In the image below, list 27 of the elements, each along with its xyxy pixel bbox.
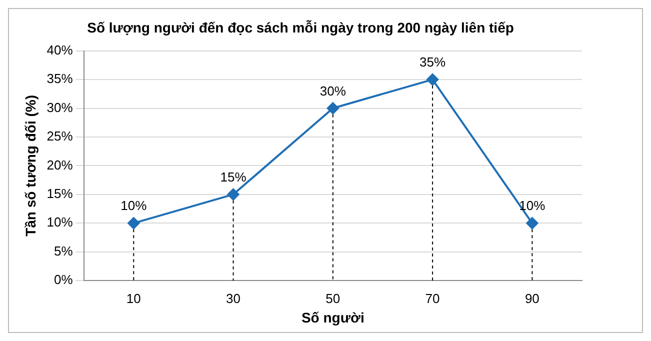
- y-tick-label: 30%: [46, 100, 74, 115]
- x-tick-label: 10: [126, 290, 141, 306]
- data-label: 15%: [220, 170, 247, 185]
- x-tick-label: 50: [326, 290, 340, 306]
- x-axis-title: Số người: [301, 309, 364, 326]
- y-tick-label: 25%: [46, 128, 74, 144]
- y-tick-label: 15%: [46, 186, 74, 202]
- data-label: 35%: [420, 54, 446, 70]
- y-tick-label: 35%: [46, 71, 74, 86]
- x-tick-label: 30: [226, 290, 241, 306]
- point: [128, 217, 140, 230]
- point: [326, 102, 339, 114]
- point: [426, 74, 439, 86]
- y-axis-title: Tần số tương đối (%): [22, 94, 38, 236]
- y-tick-label: 40%: [46, 42, 74, 58]
- x-tick-label: 70: [425, 290, 440, 306]
- x-tick-label: 90: [524, 290, 540, 306]
- data-label: 30%: [320, 83, 346, 98]
- chart-title: Số lượng người đến đọc sách mỗi ngày trong 200 ngày liên tiếp: [87, 19, 514, 36]
- data-label: 10%: [519, 198, 546, 214]
- point: [526, 217, 538, 230]
- y-tick-label: 5%: [54, 243, 74, 258]
- y-tick-label: 20%: [46, 157, 74, 172]
- point: [227, 188, 240, 200]
- data-label: 10%: [120, 198, 148, 214]
- y-tick-label: 0%: [54, 272, 74, 288]
- y-tick-label: 10%: [46, 214, 74, 230]
